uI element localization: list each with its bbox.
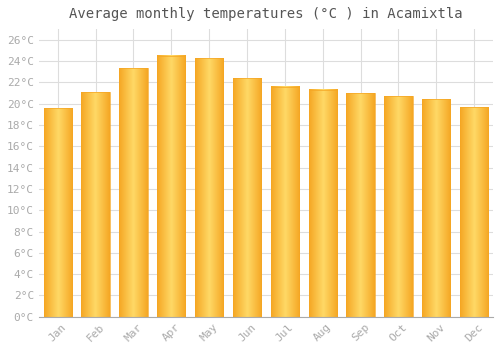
Bar [157, 56, 186, 317]
Bar [270, 86, 299, 317]
Bar [195, 58, 224, 317]
Bar [233, 78, 261, 317]
Title: Average monthly temperatures (°C ) in Acamixtla: Average monthly temperatures (°C ) in Ac… [69, 7, 462, 21]
Bar [44, 108, 72, 317]
Bar [82, 92, 110, 317]
Bar [422, 99, 450, 317]
Bar [119, 69, 148, 317]
Bar [346, 93, 375, 317]
Bar [308, 90, 337, 317]
Bar [384, 96, 412, 317]
Bar [460, 107, 488, 317]
